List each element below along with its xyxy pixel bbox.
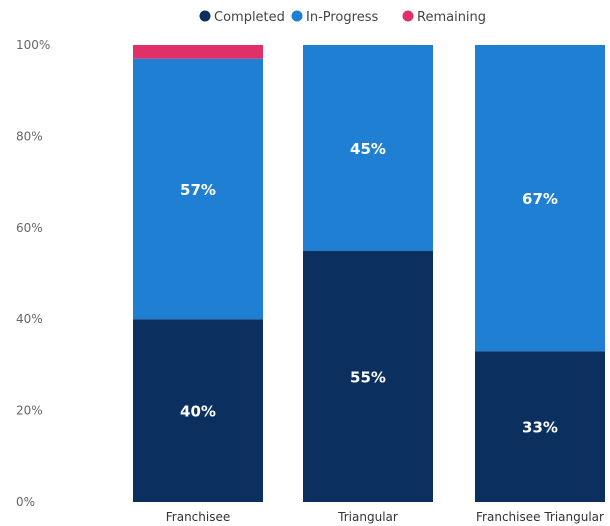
bar-segment-in-progress-0 <box>133 58 263 320</box>
legend-label: In-Progress <box>306 10 378 25</box>
legend-marker <box>291 10 303 22</box>
bar-segment-completed-0 <box>133 319 263 502</box>
legend: Completed In-Progress Remaining <box>199 10 486 25</box>
legend-label: Remaining <box>417 10 486 25</box>
y-tick-label: 40% <box>16 312 43 326</box>
legend-marker <box>402 10 414 22</box>
y-tick-label: 80% <box>16 129 43 143</box>
bar-segment-in-progress-2 <box>475 45 605 352</box>
bar-segment-remaining-0 <box>133 45 263 59</box>
bar-segment-completed-2 <box>475 351 605 502</box>
data-label: 55% <box>350 368 386 386</box>
data-label: 33% <box>522 419 558 437</box>
y-tick-label: 60% <box>16 221 43 235</box>
x-axis: Franchisee Triangular Franchisee Triangula… <box>166 510 604 524</box>
x-tick-label: Franchisee <box>166 510 230 524</box>
legend-label: Completed <box>214 10 285 25</box>
data-label: 57% <box>180 181 216 199</box>
legend-marker <box>199 10 211 22</box>
x-tick-label: Franchisee Triangular <box>476 510 604 524</box>
bar-segment-completed-1 <box>303 250 433 502</box>
data-label: 67% <box>522 190 558 208</box>
y-axis: 0% 20% 40% 60% 80% 100% <box>16 38 50 509</box>
y-tick-label: 20% <box>16 404 43 418</box>
data-label: 45% <box>350 140 386 158</box>
y-tick-label: 100% <box>16 38 50 52</box>
bars: 40% 57% 55% 45% 33% 67% <box>133 45 605 502</box>
x-tick-label: Triangular <box>337 510 398 524</box>
y-tick-label: 0% <box>16 495 35 509</box>
bar-segment-in-progress-1 <box>303 45 433 251</box>
data-label: 40% <box>180 403 216 421</box>
